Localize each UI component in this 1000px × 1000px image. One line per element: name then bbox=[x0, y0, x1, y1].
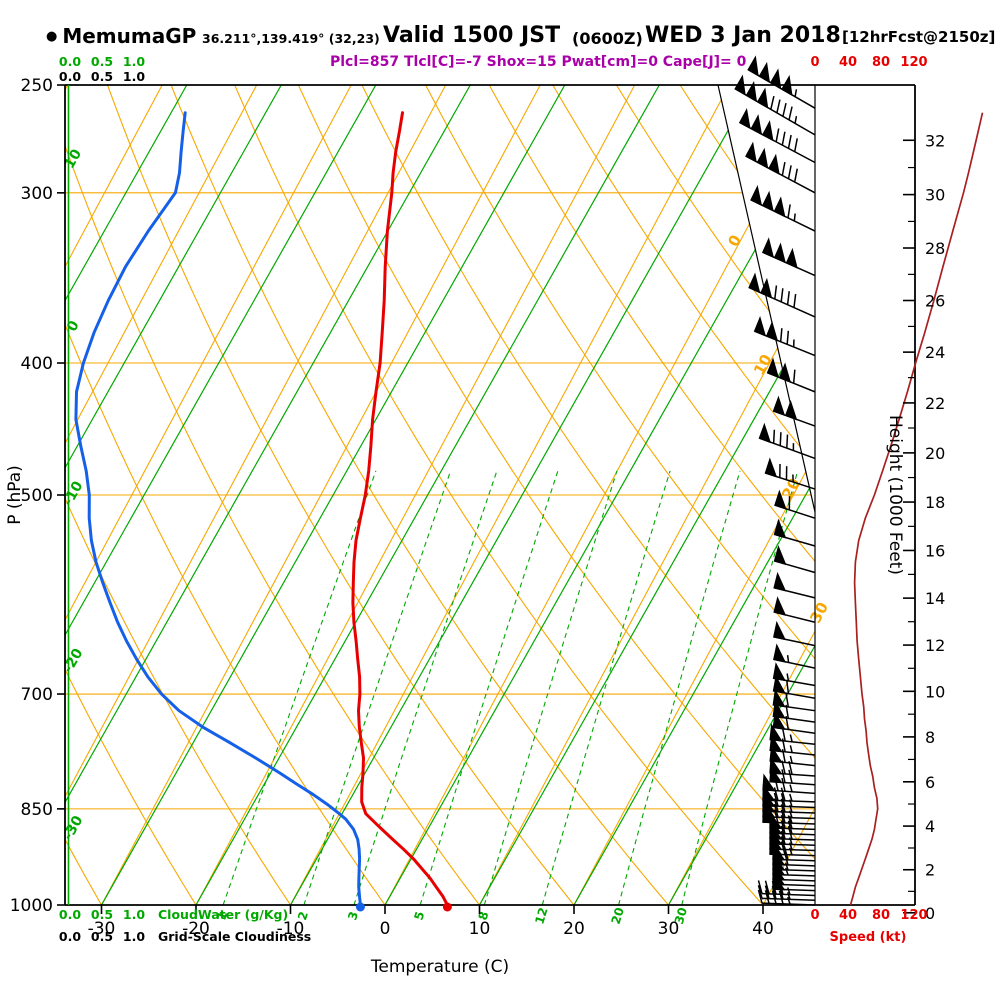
svg-text:16: 16 bbox=[925, 541, 945, 560]
svg-text:400: 400 bbox=[21, 354, 53, 374]
svg-text:80: 80 bbox=[872, 908, 890, 923]
svg-text:40: 40 bbox=[752, 919, 774, 939]
svg-text:12: 12 bbox=[532, 906, 550, 926]
svg-text:0.0: 0.0 bbox=[59, 929, 81, 944]
station-title: ● MemumaGP bbox=[46, 24, 196, 48]
svg-text:700: 700 bbox=[21, 685, 53, 705]
svg-text:8: 8 bbox=[925, 728, 935, 747]
valid-date: WED 3 Jan 2018 bbox=[645, 23, 841, 48]
svg-text:Temperature (C): Temperature (C) bbox=[370, 957, 509, 977]
svg-text:0.0: 0.0 bbox=[59, 54, 81, 69]
dewpoint-curve bbox=[74, 111, 362, 907]
station-name: MemumaGP bbox=[62, 24, 197, 48]
svg-text:P (hPa): P (hPa) bbox=[5, 465, 25, 525]
svg-text:1000: 1000 bbox=[10, 896, 53, 916]
svg-text:CloudWater (g/Kg): CloudWater (g/Kg) bbox=[158, 907, 288, 922]
svg-text:0: 0 bbox=[380, 919, 391, 939]
svg-text:80: 80 bbox=[872, 55, 890, 70]
svg-text:40: 40 bbox=[839, 55, 857, 70]
svg-text:1.0: 1.0 bbox=[123, 907, 145, 922]
svg-text:4: 4 bbox=[925, 817, 935, 836]
wind-barbs bbox=[734, 55, 816, 906]
svg-text:850: 850 bbox=[21, 800, 53, 820]
svg-text:32: 32 bbox=[925, 131, 945, 150]
svg-text:500: 500 bbox=[21, 486, 53, 506]
wind-speed-curve bbox=[849, 112, 984, 906]
surface-temperature-marker bbox=[442, 902, 452, 912]
svg-text:120: 120 bbox=[900, 55, 927, 70]
svg-text:0: 0 bbox=[810, 908, 819, 923]
svg-text:250: 250 bbox=[21, 76, 53, 96]
svg-text:0.5: 0.5 bbox=[91, 929, 113, 944]
forecast-tag: [12hrFcst@2150z] bbox=[842, 28, 996, 46]
svg-text:30: 30 bbox=[806, 599, 832, 626]
svg-text:0.5: 0.5 bbox=[91, 907, 113, 922]
svg-text:Grid-Scale Cloudiness: Grid-Scale Cloudiness bbox=[158, 929, 311, 944]
svg-text:30: 30 bbox=[672, 906, 690, 926]
svg-text:5: 5 bbox=[411, 910, 427, 922]
svg-text:0: 0 bbox=[64, 318, 83, 335]
svg-text:22: 22 bbox=[925, 394, 945, 413]
svg-text:20: 20 bbox=[925, 444, 945, 463]
stability-indices: Plcl=857 Tlcl[C]=-7 Shox=15 Pwat[cm]=0 C… bbox=[330, 54, 747, 70]
svg-text:18: 18 bbox=[925, 493, 945, 512]
svg-text:6: 6 bbox=[925, 773, 935, 792]
svg-text:0.5: 0.5 bbox=[91, 54, 113, 69]
svg-text:0: 0 bbox=[810, 55, 819, 70]
svg-text:0.0: 0.0 bbox=[59, 69, 81, 84]
svg-text:30: 30 bbox=[925, 186, 945, 205]
svg-text:300: 300 bbox=[21, 184, 53, 204]
svg-text:2: 2 bbox=[295, 910, 311, 922]
valid-time: Valid 1500 JST bbox=[383, 23, 561, 48]
svg-text:1.0: 1.0 bbox=[123, 54, 145, 69]
svg-text:0.5: 0.5 bbox=[91, 69, 113, 84]
svg-text:12: 12 bbox=[925, 636, 945, 655]
svg-text:26: 26 bbox=[925, 292, 945, 311]
surface-dewpoint-marker bbox=[355, 902, 365, 912]
svg-text:Height (1000 Feet): Height (1000 Feet) bbox=[885, 415, 905, 575]
valid-time-utc: (0600Z) bbox=[572, 29, 643, 48]
svg-text:1.0: 1.0 bbox=[123, 69, 145, 84]
svg-text:40: 40 bbox=[839, 908, 857, 923]
svg-text:1: 1 bbox=[214, 910, 230, 922]
svg-text:-10: -10 bbox=[277, 919, 305, 939]
svg-text:30: 30 bbox=[658, 919, 680, 939]
svg-text:14: 14 bbox=[925, 589, 945, 608]
svg-text:0: 0 bbox=[925, 904, 935, 923]
svg-text:10: 10 bbox=[469, 919, 491, 939]
svg-text:24: 24 bbox=[925, 343, 945, 362]
svg-text:20: 20 bbox=[609, 906, 627, 926]
svg-text:-30: -30 bbox=[88, 919, 116, 939]
svg-text:28: 28 bbox=[925, 239, 945, 258]
svg-text:1.0: 1.0 bbox=[123, 929, 145, 944]
temperature-curve bbox=[351, 111, 449, 907]
svg-text:3: 3 bbox=[345, 910, 361, 922]
svg-text:-20: -20 bbox=[182, 919, 210, 939]
station-coordinates: 36.211°,139.419° (32,23) bbox=[202, 31, 380, 46]
svg-text:20: 20 bbox=[563, 919, 585, 939]
svg-text:0: 0 bbox=[724, 232, 745, 250]
station-bullet-icon: ● bbox=[46, 29, 58, 44]
svg-text:10: 10 bbox=[925, 682, 945, 701]
svg-text:2: 2 bbox=[925, 861, 935, 880]
skewt-grid bbox=[65, 85, 815, 905]
svg-text:120: 120 bbox=[900, 908, 927, 923]
svg-text:Speed (kt): Speed (kt) bbox=[830, 930, 907, 945]
svg-text:0.0: 0.0 bbox=[59, 907, 81, 922]
